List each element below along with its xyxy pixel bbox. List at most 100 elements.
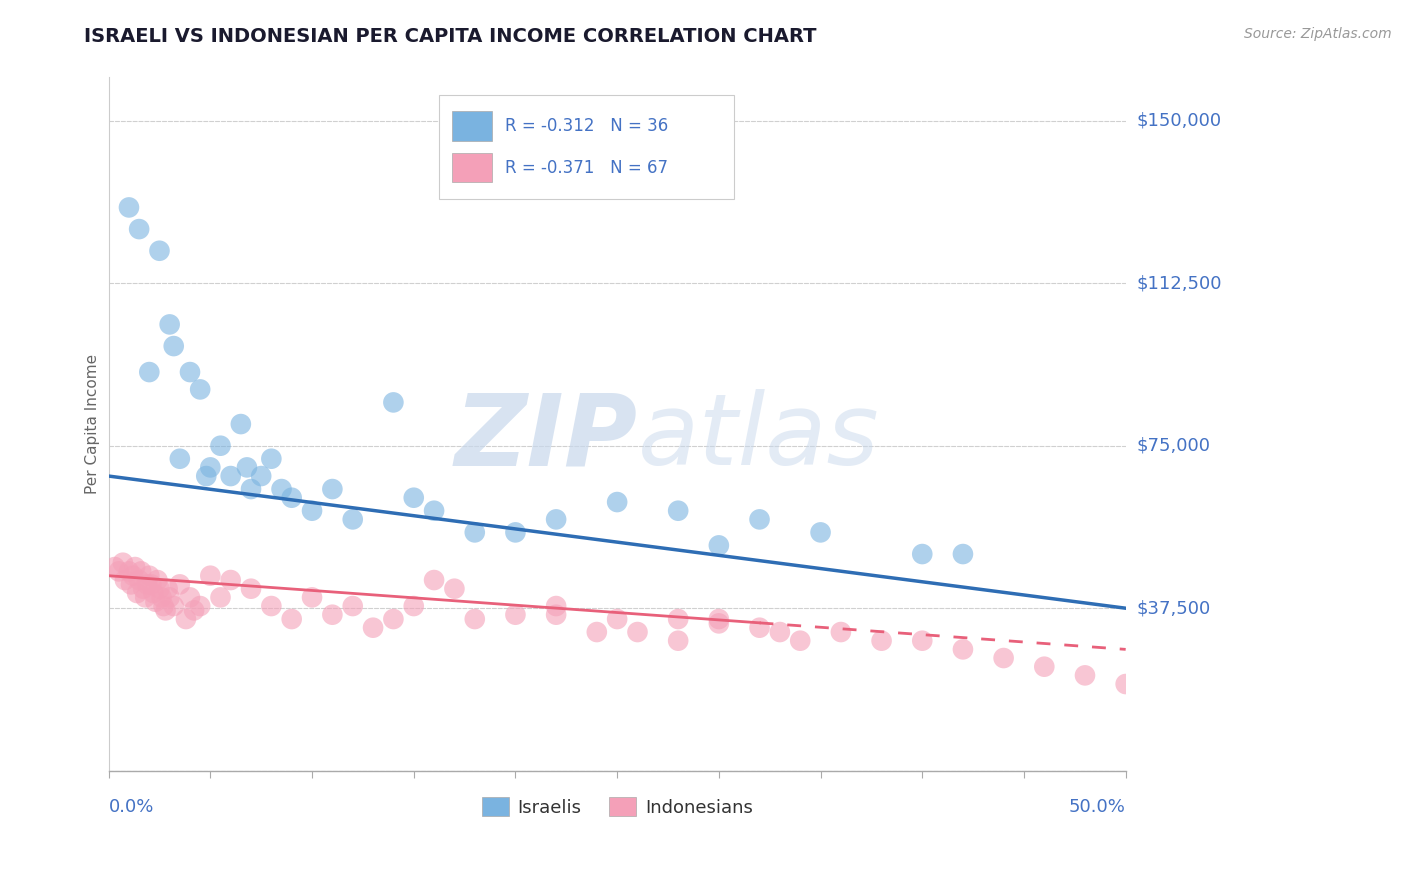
Point [280, 491, 302, 505]
Y-axis label: Per Capita Income: Per Capita Income [86, 354, 100, 494]
FancyBboxPatch shape [453, 112, 492, 141]
Point [188, 599, 211, 613]
Point [301, 504, 323, 518]
Text: ZIP: ZIP [454, 390, 637, 486]
Text: $150,000: $150,000 [1137, 112, 1222, 129]
Point [952, 642, 974, 657]
Point [200, 460, 222, 475]
Point [260, 451, 283, 466]
Point [104, 560, 127, 574]
Point [666, 612, 689, 626]
Text: 50.0%: 50.0% [1069, 798, 1126, 816]
Text: Source: ZipAtlas.com: Source: ZipAtlas.com [1244, 27, 1392, 41]
Point [138, 568, 160, 582]
Point [142, 586, 165, 600]
Point [141, 577, 163, 591]
Point [155, 603, 177, 617]
Point [174, 612, 197, 626]
Point [666, 633, 689, 648]
Point [219, 469, 242, 483]
Point [129, 565, 152, 579]
Point [236, 460, 259, 475]
Point [382, 612, 405, 626]
Point [124, 560, 146, 574]
Point [342, 599, 364, 613]
Point [810, 525, 832, 540]
Point [911, 547, 934, 561]
Point [132, 582, 155, 596]
Point [159, 591, 181, 605]
Point [159, 318, 181, 332]
Point [911, 633, 934, 648]
Text: $112,500: $112,500 [1137, 274, 1222, 293]
Point [606, 495, 628, 509]
Point [152, 599, 174, 613]
Point [1115, 677, 1137, 691]
Point [219, 573, 242, 587]
Point [748, 621, 770, 635]
Point [163, 599, 186, 613]
Point [134, 591, 156, 605]
Point [402, 599, 425, 613]
Point [952, 547, 974, 561]
Point [179, 365, 201, 379]
Point [163, 339, 186, 353]
Text: 0.0%: 0.0% [108, 798, 155, 816]
Point [240, 482, 263, 496]
Point [707, 616, 730, 631]
Point [464, 525, 486, 540]
Point [136, 577, 159, 591]
Point [606, 612, 628, 626]
Point [1074, 668, 1097, 682]
Point [179, 591, 201, 605]
Point [148, 582, 170, 596]
Point [229, 417, 252, 431]
Point [769, 625, 792, 640]
Point [748, 512, 770, 526]
Point [148, 244, 170, 258]
Point [301, 591, 323, 605]
Point [505, 607, 527, 622]
Point [546, 599, 568, 613]
Point [342, 512, 364, 526]
Point [361, 621, 384, 635]
Point [145, 595, 167, 609]
FancyBboxPatch shape [439, 95, 734, 199]
Point [423, 573, 446, 587]
Point [870, 633, 893, 648]
Point [169, 451, 191, 466]
Text: R = -0.371   N = 67: R = -0.371 N = 67 [505, 159, 668, 177]
Point [280, 612, 302, 626]
Point [169, 577, 191, 591]
Point [321, 607, 343, 622]
Point [585, 625, 607, 640]
Point [789, 633, 811, 648]
Point [546, 607, 568, 622]
Point [546, 512, 568, 526]
Point [666, 504, 689, 518]
Point [830, 625, 852, 640]
Text: ISRAELI VS INDONESIAN PER CAPITA INCOME CORRELATION CHART: ISRAELI VS INDONESIAN PER CAPITA INCOME … [84, 27, 817, 45]
Point [146, 573, 169, 587]
Point [382, 395, 405, 409]
Point [240, 582, 263, 596]
Point [423, 504, 446, 518]
Point [138, 365, 160, 379]
Point [150, 591, 173, 605]
FancyBboxPatch shape [453, 153, 492, 182]
Point [111, 556, 134, 570]
Point [505, 525, 527, 540]
Text: R = -0.312   N = 36: R = -0.312 N = 36 [505, 117, 668, 135]
Point [209, 439, 232, 453]
Text: $37,500: $37,500 [1137, 599, 1211, 617]
Point [443, 582, 465, 596]
Point [402, 491, 425, 505]
Text: $75,000: $75,000 [1137, 437, 1211, 455]
Point [707, 612, 730, 626]
Point [321, 482, 343, 496]
Point [1033, 659, 1056, 673]
Point [260, 599, 283, 613]
Point [200, 568, 222, 582]
Point [114, 573, 136, 587]
Point [118, 565, 141, 579]
